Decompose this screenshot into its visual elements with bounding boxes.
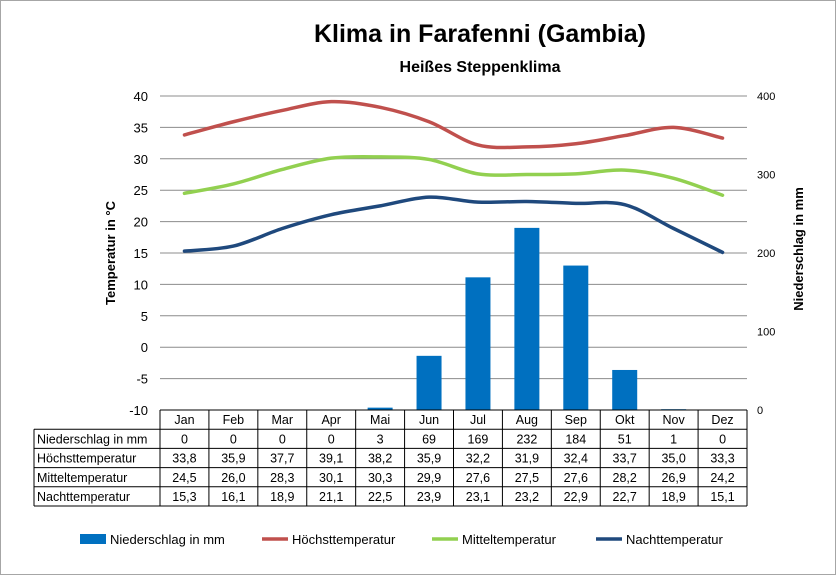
table-cell: 35,9: [221, 452, 245, 466]
table-cell: 24,2: [710, 471, 734, 485]
precipitation-bar: [416, 355, 442, 410]
category-label: Mar: [272, 413, 294, 427]
y-tick-label: -10: [129, 403, 148, 418]
y-tick-label: 15: [134, 246, 148, 261]
table-cell: 0: [328, 432, 335, 446]
table-cell: 33,8: [172, 452, 196, 466]
table-cell: 23,9: [417, 490, 441, 504]
legend-label: Nachttemperatur: [626, 532, 723, 547]
y-tick-label: 40: [134, 89, 148, 104]
table-cell: 30,3: [368, 471, 392, 485]
category-label: Nov: [663, 413, 686, 427]
category-label: Okt: [615, 413, 635, 427]
table-cell: 32,4: [564, 452, 588, 466]
legend-label: Höchsttemperatur: [292, 532, 396, 547]
table-cell: 27,6: [466, 471, 490, 485]
category-label: Jul: [470, 413, 486, 427]
table-cell: 16,1: [221, 490, 245, 504]
category-label: Apr: [321, 413, 340, 427]
legend-label: Niederschlag in mm: [110, 532, 225, 547]
table-cell: 0: [181, 432, 188, 446]
category-label: Sep: [565, 413, 587, 427]
table-cell: 31,9: [515, 452, 539, 466]
y2-tick-label: 100: [757, 327, 775, 339]
category-label: Jan: [174, 413, 194, 427]
y-tick-label: 0: [141, 340, 148, 355]
table-cell: 28,3: [270, 471, 294, 485]
chart-subtitle: Heißes Steppenklima: [399, 59, 561, 76]
table-cell: 15,3: [172, 490, 196, 504]
table-cell: 33,3: [710, 452, 734, 466]
line-h-chsttemperatur: [182, 99, 725, 150]
precipitation-bar: [612, 369, 638, 410]
precipitation-bar: [563, 265, 589, 410]
table-cell: 15,1: [710, 490, 734, 504]
table-cell: 1: [670, 432, 677, 446]
precipitation-bar: [465, 277, 491, 410]
table-cell: 29,9: [417, 471, 441, 485]
y-tick-label: 25: [134, 183, 148, 198]
table-cell: 3: [377, 432, 384, 446]
table-cell: 35,0: [661, 452, 685, 466]
y-tick-label: 5: [141, 309, 148, 324]
y-tick-label: 35: [134, 120, 148, 135]
table-cell: 26,9: [661, 471, 685, 485]
category-label: Dez: [711, 413, 733, 427]
table-row-label: Mitteltemperatur: [37, 471, 127, 485]
table-cell: 69: [422, 432, 436, 446]
table-cell: 38,2: [368, 452, 392, 466]
y-tick-label: -5: [136, 372, 148, 387]
table-cell: 30,1: [319, 471, 343, 485]
line-mitteltemperatur: [182, 154, 725, 197]
table-cell: 0: [279, 432, 286, 446]
table-cell: 35,9: [417, 452, 441, 466]
table-cell: 22,7: [613, 490, 637, 504]
table-cell: 39,1: [319, 452, 343, 466]
table-cell: 169: [468, 432, 489, 446]
table-cell: 232: [516, 432, 537, 446]
y-tick-label: 10: [134, 277, 148, 292]
table-cell: 22,9: [564, 490, 588, 504]
table-cell: 184: [565, 432, 586, 446]
legend-label: Mitteltemperatur: [462, 532, 557, 547]
y2-tick-label: 300: [757, 170, 775, 182]
table-cell: 22,5: [368, 490, 392, 504]
table-cell: 51: [618, 432, 632, 446]
table-cell: 33,7: [613, 452, 637, 466]
category-label: Mai: [370, 413, 390, 427]
table-cell: 0: [230, 432, 237, 446]
legend-swatch: [80, 534, 106, 544]
y-tick-label: 20: [134, 215, 148, 230]
y2-axis-title: Niederschlag in mm: [791, 187, 806, 311]
precipitation-bar: [367, 407, 393, 410]
y2-tick-label: 200: [757, 248, 775, 260]
table-cell: 27,5: [515, 471, 539, 485]
table-row-label: Höchsttemperatur: [37, 452, 136, 466]
precipitation-bar: [514, 227, 540, 410]
y-axis-title: Temperatur in °C: [103, 200, 118, 305]
y2-tick-label: 400: [757, 91, 775, 103]
category-label: Feb: [223, 413, 245, 427]
chart-title: Klima in Farafenni (Gambia): [313, 20, 646, 48]
y2-tick-label: 0: [757, 405, 763, 417]
table-cell: 37,7: [270, 452, 294, 466]
table-cell: 23,2: [515, 490, 539, 504]
table-cell: 28,2: [613, 471, 637, 485]
line-nachttemperatur: [182, 195, 725, 255]
table-cell: 27,6: [564, 471, 588, 485]
table-cell: 18,9: [661, 490, 685, 504]
category-label: Aug: [516, 413, 538, 427]
table-cell: 26,0: [221, 471, 245, 485]
table-cell: 18,9: [270, 490, 294, 504]
table-cell: 23,1: [466, 490, 490, 504]
y-tick-label: 30: [134, 152, 148, 167]
category-label: Jun: [419, 413, 439, 427]
table-row-label: Nachttemperatur: [37, 490, 130, 504]
table-cell: 24,5: [172, 471, 196, 485]
table-cell: 21,1: [319, 490, 343, 504]
table-row-label: Niederschlag in mm: [37, 432, 147, 446]
table-cell: 0: [719, 432, 726, 446]
table-cell: 32,2: [466, 452, 490, 466]
